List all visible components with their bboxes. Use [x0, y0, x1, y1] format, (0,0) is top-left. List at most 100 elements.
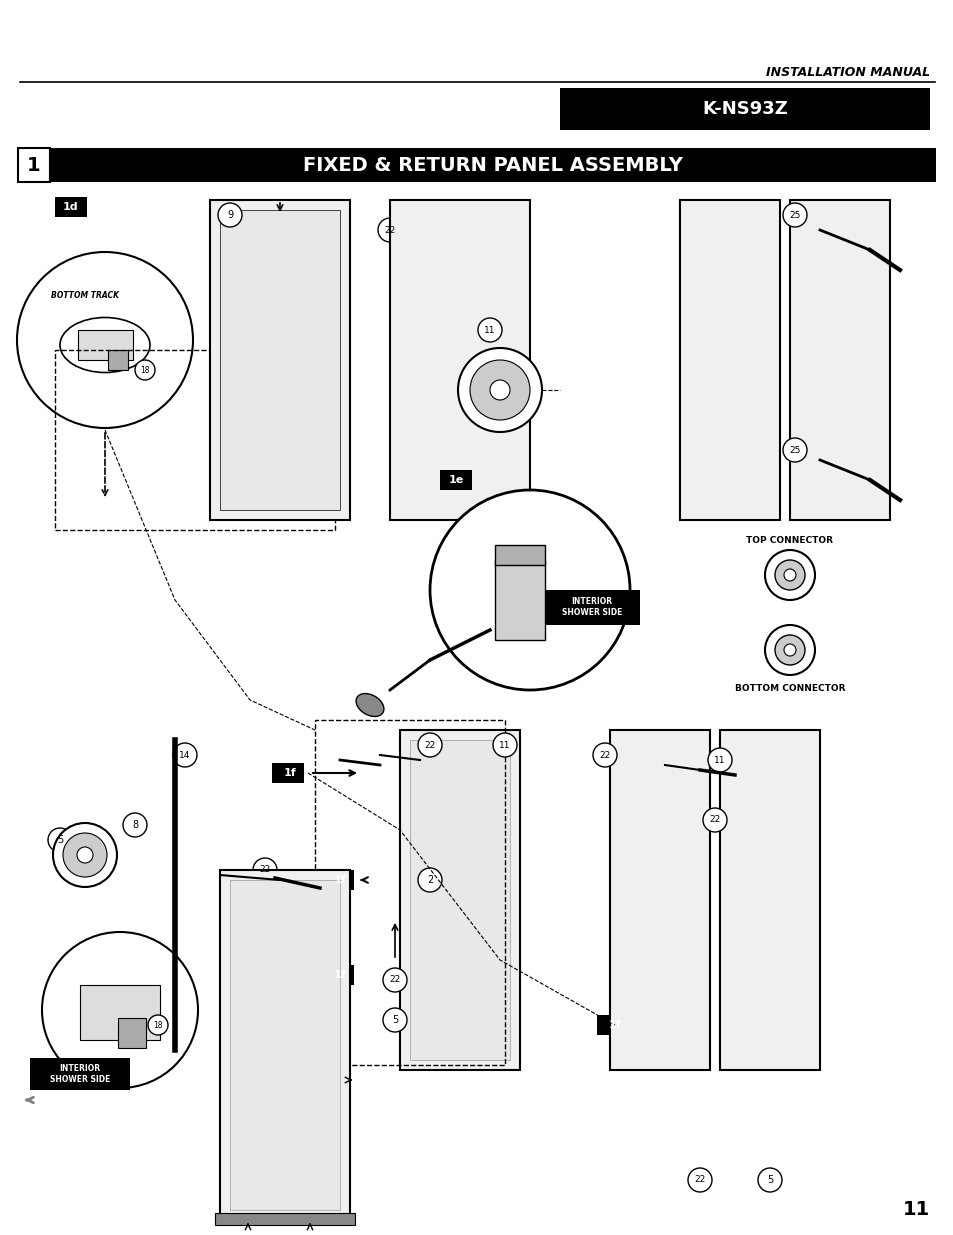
Text: 22: 22 — [694, 1176, 705, 1184]
Text: 22: 22 — [259, 866, 271, 874]
Bar — [322, 965, 354, 986]
Ellipse shape — [355, 694, 383, 716]
Circle shape — [764, 550, 814, 600]
Text: 22: 22 — [709, 815, 720, 825]
Circle shape — [457, 348, 541, 432]
Bar — [214, 1213, 355, 1225]
Text: 22: 22 — [424, 741, 436, 750]
Circle shape — [417, 734, 441, 757]
Circle shape — [782, 438, 806, 462]
Bar — [439, 471, 472, 490]
Circle shape — [707, 748, 731, 772]
Text: 1f: 1f — [334, 876, 346, 885]
Circle shape — [593, 743, 617, 767]
Circle shape — [417, 868, 441, 892]
Text: 1: 1 — [27, 156, 41, 174]
Text: 11: 11 — [484, 326, 496, 335]
Bar — [30, 1058, 130, 1091]
Text: BOTTOM TRACK: BOTTOM TRACK — [51, 290, 119, 300]
Bar — [410, 740, 510, 1060]
Bar — [272, 763, 304, 783]
Bar — [230, 881, 339, 1210]
Text: INSTALLATION MANUAL: INSTALLATION MANUAL — [765, 65, 929, 79]
Text: 1f: 1f — [283, 768, 296, 778]
Circle shape — [477, 317, 501, 342]
Circle shape — [764, 625, 814, 676]
Text: 22: 22 — [598, 751, 610, 760]
Text: 11: 11 — [902, 1200, 929, 1219]
Text: 14: 14 — [179, 751, 191, 760]
Text: 18: 18 — [153, 1020, 163, 1030]
Circle shape — [77, 847, 92, 863]
Text: FIXED & RETURN PANEL ASSEMBLY: FIXED & RETURN PANEL ASSEMBLY — [303, 156, 682, 174]
Bar — [609, 730, 709, 1070]
Text: 8: 8 — [132, 820, 138, 830]
Bar — [50, 148, 935, 182]
Text: 22: 22 — [384, 226, 395, 235]
Bar — [80, 986, 160, 1040]
Circle shape — [783, 569, 795, 580]
Bar — [495, 545, 544, 564]
Text: 11: 11 — [498, 741, 510, 750]
Text: 18: 18 — [140, 366, 150, 374]
Wedge shape — [470, 359, 530, 420]
Bar — [597, 1015, 628, 1035]
Bar — [55, 350, 335, 530]
Text: 1f: 1f — [608, 1020, 620, 1030]
Bar — [720, 730, 820, 1070]
Text: INTERIOR
SHOWER SIDE: INTERIOR SHOWER SIDE — [561, 598, 621, 616]
Bar — [544, 590, 639, 625]
Bar — [220, 210, 339, 510]
Text: 2: 2 — [426, 876, 433, 885]
Text: 5: 5 — [57, 835, 63, 845]
Circle shape — [774, 635, 804, 664]
Text: 5: 5 — [766, 1174, 772, 1186]
Circle shape — [758, 1168, 781, 1192]
Circle shape — [774, 559, 804, 590]
Circle shape — [135, 359, 154, 380]
Circle shape — [687, 1168, 711, 1192]
Text: 11: 11 — [714, 756, 725, 764]
Text: INTERIOR
SHOWER SIDE: INTERIOR SHOWER SIDE — [50, 1065, 111, 1083]
Circle shape — [382, 1008, 407, 1032]
Circle shape — [42, 932, 198, 1088]
Circle shape — [430, 490, 629, 690]
Bar — [322, 869, 354, 890]
Text: 9: 9 — [227, 210, 233, 220]
Circle shape — [148, 1015, 168, 1035]
Circle shape — [53, 823, 117, 887]
Circle shape — [377, 219, 401, 242]
Bar — [78, 330, 132, 359]
Circle shape — [782, 203, 806, 227]
Bar — [495, 559, 544, 640]
Bar — [108, 350, 128, 370]
Bar — [220, 869, 350, 1220]
Bar — [210, 200, 350, 520]
Circle shape — [253, 858, 276, 882]
Bar — [55, 198, 87, 217]
Bar — [399, 730, 519, 1070]
Circle shape — [702, 808, 726, 832]
Circle shape — [382, 968, 407, 992]
Text: 1d: 1d — [63, 203, 79, 212]
Text: 1e: 1e — [448, 475, 463, 485]
Bar — [559, 88, 929, 130]
Circle shape — [172, 743, 196, 767]
Circle shape — [493, 734, 517, 757]
Bar — [679, 200, 780, 520]
Wedge shape — [63, 832, 107, 877]
Bar — [789, 200, 889, 520]
Text: 5: 5 — [392, 1015, 397, 1025]
Bar — [390, 200, 530, 520]
Circle shape — [783, 643, 795, 656]
Circle shape — [218, 203, 242, 227]
Text: 1f: 1f — [334, 969, 346, 981]
Text: 25: 25 — [788, 210, 800, 220]
Text: TOP CONNECTOR: TOP CONNECTOR — [745, 536, 833, 545]
Circle shape — [490, 380, 510, 400]
Text: 25: 25 — [788, 446, 800, 454]
Circle shape — [17, 252, 193, 429]
Bar — [18, 148, 50, 182]
Circle shape — [123, 813, 147, 837]
Bar — [314, 720, 504, 1065]
